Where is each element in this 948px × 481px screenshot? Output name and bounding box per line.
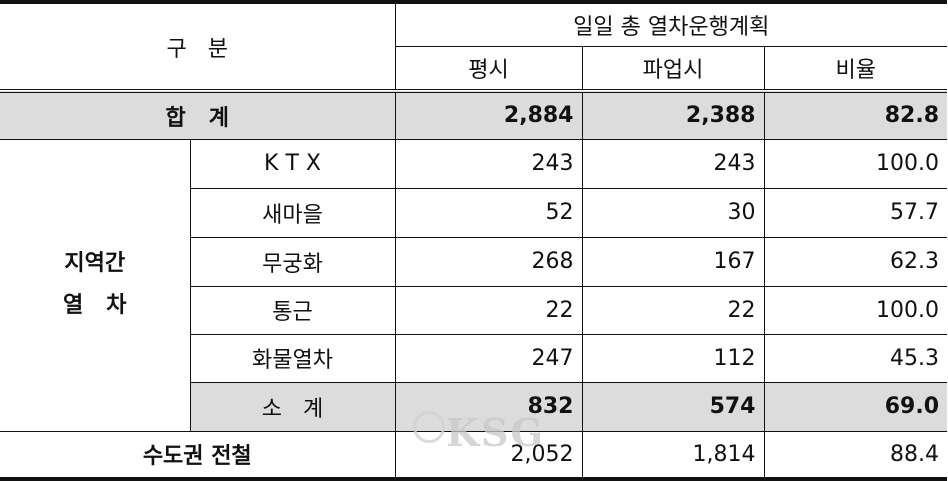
- row-label: K T X: [189, 138, 396, 189]
- intercity-label-line1: 지역간: [64, 251, 126, 276]
- total-normal: 2,884: [394, 90, 583, 140]
- cell-ratio: 100.0: [763, 138, 948, 189]
- table-row: 새마을 52 30 57.7: [0, 187, 948, 238]
- table-row: 통근 22 22 100.0: [0, 285, 948, 335]
- row-label: 통근: [189, 285, 396, 335]
- metro-normal: 2,052: [394, 430, 583, 481]
- subtotal-strike: 574: [581, 381, 765, 432]
- metro-ratio: 88.4: [763, 430, 948, 481]
- table-row: 화물열차 247 112 45.3: [0, 333, 948, 383]
- metro-row: 수도권 전철 2,052 1,814 88.4: [0, 430, 948, 481]
- cell-normal: 268: [394, 236, 583, 287]
- subtotal-normal: 832: [394, 381, 583, 432]
- group-header: 일일 총 열차운행계획: [394, 0, 948, 47]
- cell-strike: 167: [581, 236, 765, 287]
- table-row: 지역간 열 차 K T X 243 243 100.0: [0, 138, 948, 432]
- row-label: 새마을: [189, 187, 396, 238]
- intercity-label-line2: 열 차: [63, 293, 127, 318]
- cell-strike: 22: [581, 285, 765, 335]
- table-row: 무궁화 268 167 62.3: [0, 236, 948, 287]
- cell-normal: 52: [394, 187, 583, 238]
- column-header-normal: 평시: [394, 45, 583, 93]
- total-ratio: 82.8: [763, 90, 948, 140]
- column-header-ratio: 비율: [763, 45, 948, 93]
- cell-normal: 247: [394, 333, 583, 383]
- total-label: 합 계: [0, 90, 396, 140]
- intercity-group-label: 지역간 열 차: [0, 138, 191, 432]
- total-row: 합 계 2,884 2,388 82.8: [0, 90, 948, 140]
- subtotal-row: 소 계 832 574 69.0: [0, 381, 948, 432]
- cell-strike: 112: [581, 333, 765, 383]
- cell-ratio: 100.0: [763, 285, 948, 335]
- cell-ratio: 57.7: [763, 187, 948, 238]
- cell-normal: 22: [394, 285, 583, 335]
- cell-strike: 30: [581, 187, 765, 238]
- category-header: 구 분: [0, 0, 396, 93]
- cell-ratio: 45.3: [763, 333, 948, 383]
- subtotal-ratio: 69.0: [763, 381, 948, 432]
- metro-strike: 1,814: [581, 430, 765, 481]
- subtotal-label: 소 계: [189, 381, 396, 432]
- row-label: 무궁화: [189, 236, 396, 287]
- cell-strike: 243: [581, 138, 765, 189]
- total-strike: 2,388: [581, 90, 765, 140]
- cell-ratio: 62.3: [763, 236, 948, 287]
- row-label: 화물열차: [189, 333, 396, 383]
- cell-normal: 243: [394, 138, 583, 189]
- column-header-strike: 파업시: [581, 45, 765, 93]
- metro-label: 수도권 전철: [0, 430, 396, 481]
